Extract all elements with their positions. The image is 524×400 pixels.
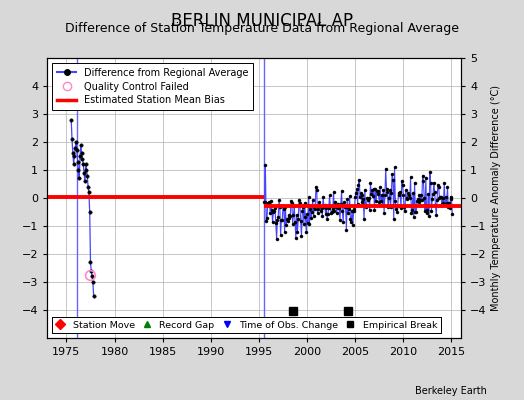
Text: Berkeley Earth: Berkeley Earth [416,386,487,396]
Text: Difference of Station Temperature Data from Regional Average: Difference of Station Temperature Data f… [65,22,459,35]
Y-axis label: Monthly Temperature Anomaly Difference (°C): Monthly Temperature Anomaly Difference (… [491,85,501,311]
Text: BERLIN MUNICIPAL AP: BERLIN MUNICIPAL AP [171,12,353,30]
Legend: Station Move, Record Gap, Time of Obs. Change, Empirical Break: Station Move, Record Gap, Time of Obs. C… [52,317,441,333]
